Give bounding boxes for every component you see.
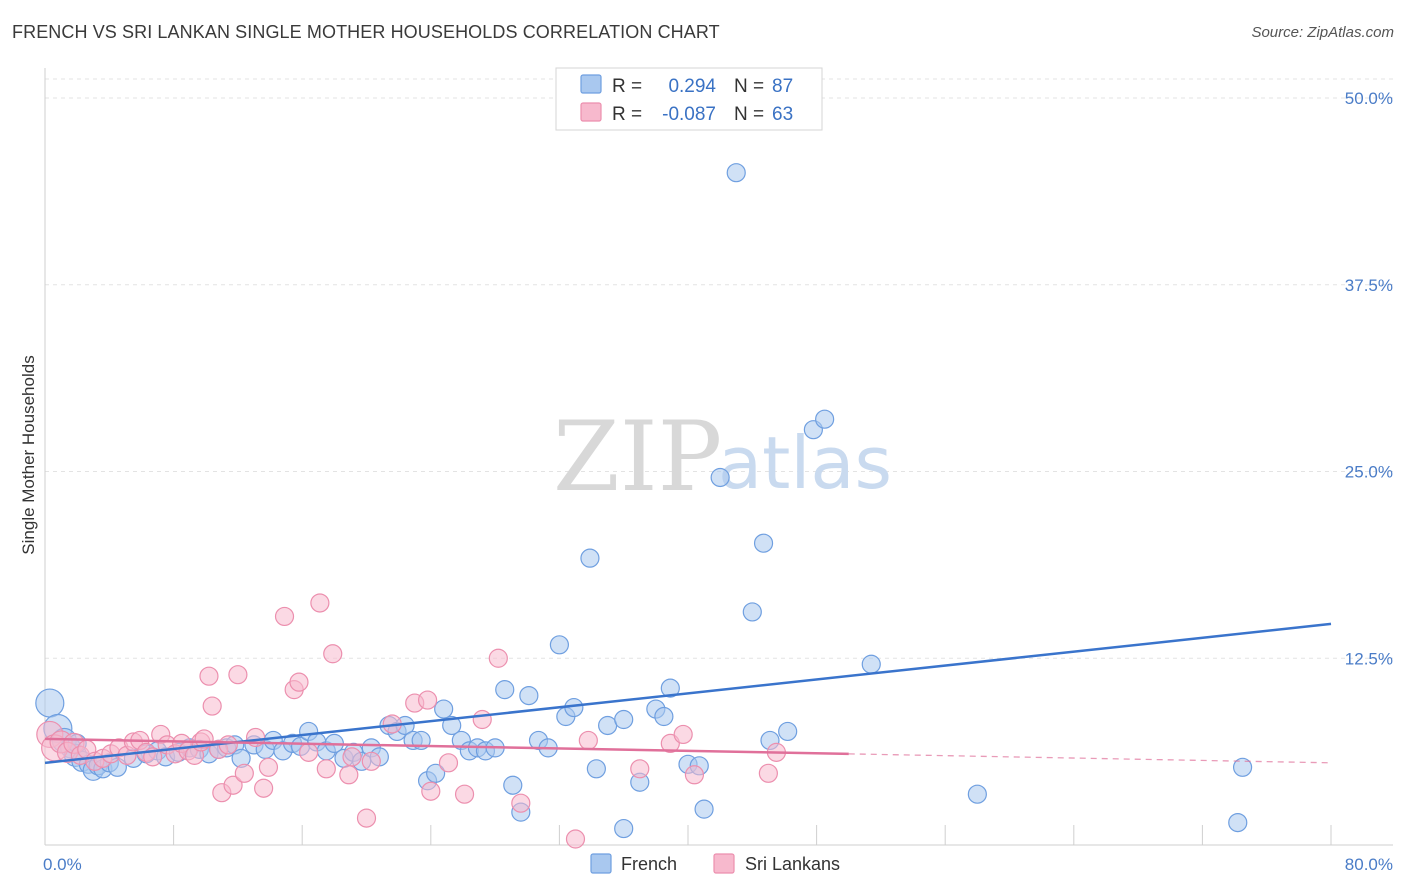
bottom-legend: French Sri Lankans [590,853,840,874]
french-point [742,602,762,622]
french-point [614,818,634,839]
sri-lankan-point [356,808,377,828]
x-tick-label: 80.0% [1345,855,1393,874]
sri-lankan-point [421,781,441,801]
french-point [710,467,730,488]
french-point [426,763,446,783]
french-point [549,635,570,655]
sri-lankan-point [289,672,309,692]
legend-n-value-sri-lankans: 63 [772,104,793,125]
french-point [598,715,618,736]
axes-layer: 12.5% 25.0% 37.5% 50.0% 0.0% 80.0% [43,68,1393,874]
trend-layer [44,622,1332,765]
french-point [726,163,746,183]
sri-lankan-point [310,593,330,613]
y-tick-label: 25.0% [1345,463,1393,482]
y-axis-label: Single Mother Households [19,355,38,554]
x-tick-label: 0.0% [43,855,82,874]
french-point [519,685,539,706]
legend-swatch-french [580,74,602,94]
french-point [495,680,515,700]
sri-lankan-point [199,666,219,686]
points-layer [35,163,1253,849]
french-point [35,688,65,718]
y-tick-label: 37.5% [1345,276,1393,295]
sri-lankan-point [274,606,295,627]
y-tick-label: 12.5% [1345,649,1393,668]
trend-line-sri-lankans [44,737,849,756]
legend-r-label-french: R = [612,76,642,97]
legend-r-value-sri-lankans: -0.087 [662,104,716,125]
sri-lankan-point [565,829,586,849]
sri-lankan-point [223,775,243,795]
french-point [861,654,881,674]
legend-swatch-sri-lankans [580,102,602,122]
french-point [660,678,680,698]
french-point [654,706,674,727]
watermark-atlas: atlas [718,421,892,505]
sri-lankan-point [630,759,650,779]
sri-lankan-point [323,644,343,664]
sri-lankan-point [299,742,319,762]
sri-lankan-point [202,696,222,716]
french-point [586,759,606,779]
french-point [815,409,835,429]
sri-lankan-point [438,753,459,773]
watermark-zip: ZIP [553,401,722,513]
y-tick-label: 50.0% [1345,89,1393,108]
sri-lankan-point [417,690,438,710]
legend-r-value-french: 0.294 [668,76,716,97]
sri-lankan-point [228,665,248,685]
sri-lankan-point [684,765,705,785]
french-point [503,775,523,795]
sri-lankan-point [488,648,508,668]
grid-layer [45,78,1393,659]
bottom-legend-swatch-sri-lankans [713,853,735,874]
sri-lankan-point [258,757,279,777]
bottom-legend-swatch-french [590,853,612,874]
sri-lankan-point [254,778,274,798]
sri-lankan-point [454,784,475,804]
legend-n-label-french: N = [734,76,764,97]
french-point [753,533,774,553]
french-point [580,548,600,568]
french-point [614,709,634,730]
trend-extension-sri-lankans [848,753,1332,764]
sri-lankan-point [472,709,492,730]
legend-r-label-sri-lankans: R = [612,104,642,125]
french-point [434,699,454,719]
sri-lankan-point [361,751,381,771]
chart-title: FRENCH VS SRI LANKAN SINGLE MOTHER HOUSE… [12,22,720,42]
legend-n-label-sri-lankans: N = [734,104,764,125]
sri-lankan-point [511,793,531,813]
sri-lankan-point [342,747,362,767]
sri-lankan-point [578,730,598,751]
bottom-legend-label-sri-lankans: Sri Lankans [745,854,840,874]
trend-line-french [44,622,1332,765]
sri-lankan-point [234,763,254,783]
french-point [694,799,714,819]
sri-lankan-point [339,765,359,785]
french-point [442,715,462,736]
bottom-legend-label-french: French [621,854,677,874]
sri-lankan-point [673,724,693,745]
french-point [967,784,987,804]
sri-lankan-point [758,763,778,783]
watermark: ZIP atlas [553,401,892,513]
chart-source: Source: ZipAtlas.com [1251,24,1394,41]
french-point [1232,757,1253,777]
top-legend: R = 0.294 N = 87 R = -0.087 N = 63 [555,67,823,131]
french-point [1228,812,1248,833]
sri-lankan-point [194,729,214,749]
french-point [778,721,798,742]
sri-lankan-point [316,759,336,779]
legend-n-value-french: 87 [772,76,793,97]
